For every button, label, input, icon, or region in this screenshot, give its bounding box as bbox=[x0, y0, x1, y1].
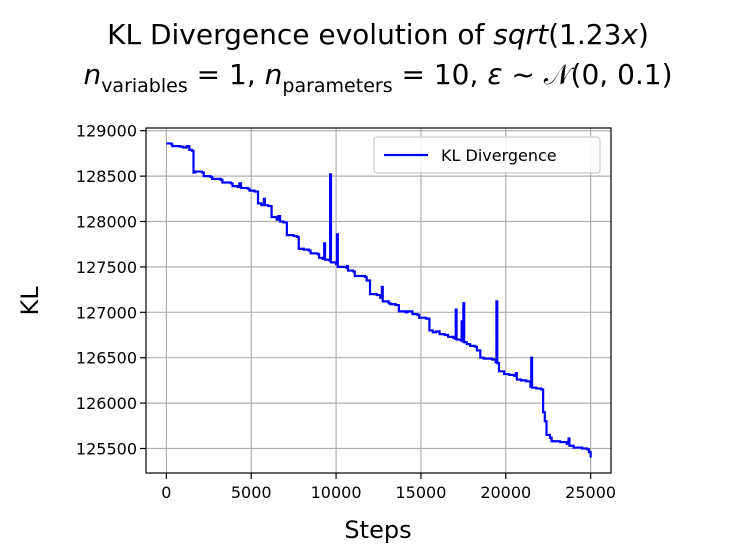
y-tick-label: 127000 bbox=[76, 303, 137, 322]
y-tick-label: 128500 bbox=[76, 167, 137, 186]
x-tick-label: 15000 bbox=[395, 483, 446, 502]
series-line-kl-divergence bbox=[166, 142, 592, 458]
x-tick-label: 5000 bbox=[231, 483, 272, 502]
x-axis-label: Steps bbox=[344, 516, 411, 544]
y-tick-label: 129000 bbox=[76, 122, 137, 141]
series-layer bbox=[166, 142, 592, 458]
legend-label-kl-divergence: KL Divergence bbox=[441, 146, 557, 165]
x-tick-label: 0 bbox=[161, 483, 171, 502]
y-axis-label: KL bbox=[16, 286, 44, 316]
y-tick-label: 127500 bbox=[76, 258, 137, 277]
y-tick-label: 128000 bbox=[76, 213, 137, 232]
x-axis: 0 5000 10000 15000 20000 25000 bbox=[161, 473, 616, 502]
legend: KL Divergence bbox=[373, 136, 601, 174]
y-tick-label: 125500 bbox=[76, 439, 137, 458]
y-tick-label: 126500 bbox=[76, 349, 137, 368]
grid bbox=[146, 128, 611, 473]
plot-frame bbox=[145, 127, 612, 474]
y-axis: 125500 126000 126500 127000 127500 128000 1285… bbox=[76, 122, 146, 458]
y-tick-label: 126000 bbox=[76, 394, 137, 413]
title-line-1: KL Divergence evolution of sqrt(1.23x) bbox=[107, 18, 649, 51]
chart-title: KL Divergence evolution of sqrt(1.23x) n… bbox=[83, 18, 672, 97]
x-tick-label: 20000 bbox=[480, 483, 531, 502]
title-line-2: nvariables = 1, nparameters = 10, ε ~ 𝒩(… bbox=[83, 58, 672, 97]
legend-box bbox=[373, 136, 601, 174]
x-tick-label: 10000 bbox=[311, 483, 362, 502]
x-tick-label: 25000 bbox=[565, 483, 616, 502]
